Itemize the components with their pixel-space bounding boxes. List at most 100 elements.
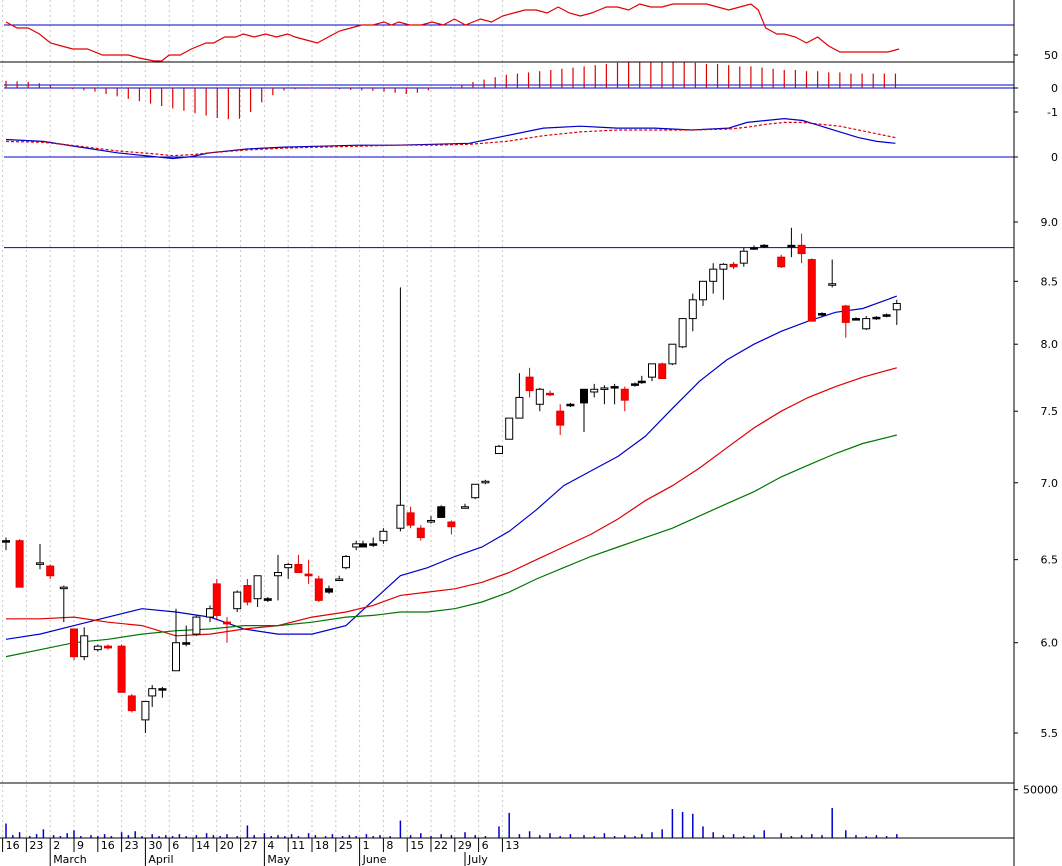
candle-19 [223,617,231,643]
candle-70 [750,245,758,251]
candle-body [777,256,786,268]
candle-body [709,268,718,282]
candle-53 [580,388,588,433]
candle-5 [70,628,78,661]
price-tick-label-3: 7.5 [1041,405,1059,418]
candle-44 [481,479,490,485]
candle-body [127,695,136,712]
candle-24 [274,554,282,601]
candle-body [223,621,231,625]
candle-body [515,396,524,419]
x-tick-label-12: 11 [291,839,305,852]
candle-body [862,318,871,330]
candle-body [396,504,405,529]
price-tick-label-6: 6.0 [1041,637,1059,650]
candle-body [314,578,323,601]
candle-body [379,530,388,542]
candle-body [206,608,214,618]
candle-body [192,616,201,635]
candle-body [461,506,469,509]
candle-body [535,388,544,405]
candle-31 [342,554,350,570]
histogram-tick-label-1: -1 [1047,106,1058,119]
candle-82 [882,313,891,318]
candle-57 [620,386,629,412]
volume-tick-label-0: 50000 [1023,784,1058,797]
x-tick-label-20: 6 [482,839,489,852]
price-tick-label-7: 5.5 [1041,727,1059,740]
candle-41 [447,520,456,535]
price-tick-label-2: 8.0 [1041,338,1059,351]
candle-body [70,628,78,658]
candle-body [148,688,157,697]
candle-body [46,565,55,577]
candle-4 [59,585,68,623]
candle-8 [104,644,112,650]
candle-65 [699,280,707,307]
candle-7 [93,644,102,652]
macd-histogram-panel [4,61,1014,120]
candle-23 [263,597,272,603]
candle-18 [212,578,221,619]
candle-73 [787,227,796,258]
candle-body [525,376,534,392]
x-tick-label-7: 6 [172,839,179,852]
candle-body [610,386,619,389]
candle-48 [525,367,534,398]
candle-36 [396,287,405,532]
candle-body [807,259,816,322]
candle-body [335,578,344,581]
x-tick-label-8: 14 [196,839,210,852]
candle-34 [369,537,378,547]
candle-body [828,283,837,286]
candle-2 [36,543,44,570]
candle-body [556,410,565,426]
x-tick-label-14: 25 [339,839,353,852]
price-tick-label-0: 9.0 [1041,216,1059,229]
candle-42 [461,503,469,509]
x-tick-label-16: 8 [386,839,393,852]
candle-body [243,585,252,603]
price-tick-label-4: 7.0 [1041,477,1059,490]
candle-body [872,316,881,320]
candle-47 [515,373,524,419]
macd-tick-label-0: 0 [1051,151,1058,164]
candle-body [481,480,490,484]
candle-body [253,575,262,600]
candle-body [182,642,191,645]
candle-body [892,303,901,311]
candle-body [15,540,24,588]
candle-body [580,388,588,404]
x-tick-label-0: 16 [6,839,20,852]
candle-16 [192,615,201,636]
candle-body [369,543,378,546]
candle-body [678,318,687,348]
candle-49 [535,387,544,412]
candle-71 [760,244,769,248]
candle-15 [182,625,191,647]
candle-body [172,642,180,672]
candle-body [882,314,891,317]
candle-81 [872,316,881,320]
candle-1 [15,539,24,588]
price-tick-label-5: 6.5 [1041,554,1059,567]
candle-body [668,343,677,365]
candle-body [158,688,167,691]
candle-body [284,563,293,569]
rsi-line-0 [5,3,900,62]
candle-body [2,540,10,543]
candle-69 [739,247,748,267]
x-tick-label-3: 9 [77,839,84,852]
candle-body [760,244,769,248]
candle-body [688,299,697,320]
x-tick-label-19: 29 [458,839,472,852]
candle-60 [648,363,656,382]
candle-63 [678,318,687,349]
candle-body [304,573,313,577]
candle-80 [862,316,871,331]
candle-12 [148,685,157,707]
candle-78 [841,304,850,338]
month-label-2: May [267,853,290,866]
candle-56 [610,383,619,405]
